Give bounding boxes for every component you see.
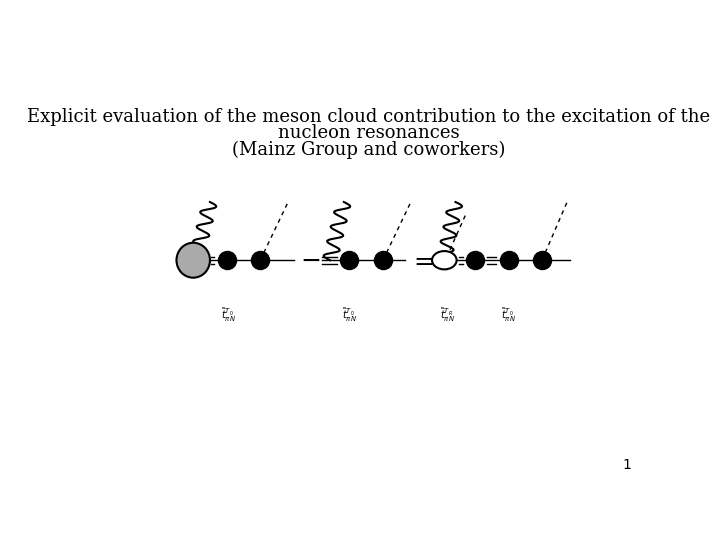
Text: (Mainz Group and coworkers): (Mainz Group and coworkers) xyxy=(233,141,505,159)
Text: $\tilde{t}^{T_R}_{\pi N}$: $\tilde{t}^{T_R}_{\pi N}$ xyxy=(440,306,454,324)
Ellipse shape xyxy=(176,243,210,278)
Text: $=$: $=$ xyxy=(410,248,435,272)
Text: $\tilde{t}^{T_0}_{\pi N}$: $\tilde{t}^{T_0}_{\pi N}$ xyxy=(501,306,516,324)
Text: $-$: $-$ xyxy=(300,248,320,272)
Text: 1: 1 xyxy=(622,458,631,472)
Text: Explicit evaluation of the meson cloud contribution to the excitation of the: Explicit evaluation of the meson cloud c… xyxy=(27,108,711,126)
Circle shape xyxy=(432,251,456,269)
Text: nucleon resonances: nucleon resonances xyxy=(278,124,460,143)
Text: $\tilde{t}^{T_0}_{\pi N}$: $\tilde{t}^{T_0}_{\pi N}$ xyxy=(342,306,357,324)
Text: $\tilde{t}^{T_0}_{\pi N}$: $\tilde{t}^{T_0}_{\pi N}$ xyxy=(221,306,236,324)
